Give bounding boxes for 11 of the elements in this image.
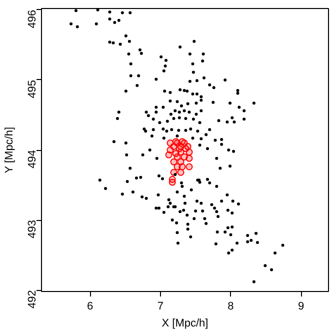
x-axis-title: X [Mpc/h]	[162, 318, 208, 330]
y-tick-label: 495	[26, 80, 38, 98]
x-tick-label: 6	[86, 300, 94, 312]
y-tick-label: 493	[26, 220, 38, 238]
x-tick-label: 7	[157, 300, 164, 312]
x-tick-label: 8	[228, 300, 234, 312]
y-tick-label: 494	[26, 150, 38, 168]
x-tick-label: 9	[298, 300, 304, 312]
y-axis-title: Y [Mpc/h]	[4, 126, 16, 174]
y-tick-label: 492	[26, 290, 38, 308]
y-tick-label: 496	[26, 10, 38, 28]
